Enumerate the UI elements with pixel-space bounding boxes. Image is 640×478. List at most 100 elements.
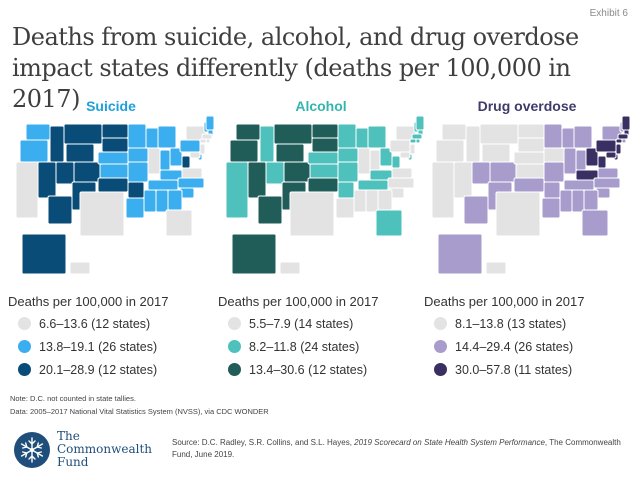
state-nc (177, 177, 205, 189)
state-ny (185, 125, 207, 141)
state-or (435, 139, 465, 163)
state-ny (601, 125, 623, 141)
state-tn (563, 179, 595, 191)
state-mo (337, 161, 359, 183)
state-al (571, 189, 585, 213)
logo-text: The Commonwealth Fund (57, 429, 153, 469)
legend-item-mid: 8.2–11.8 (24 states) (218, 335, 424, 358)
state-ks (309, 163, 339, 179)
state-ms (559, 189, 573, 213)
state-tx (79, 191, 125, 237)
state-ak (437, 233, 483, 275)
legend: Deaths per 100,000 in 2017 5.5–7.9 (14 s… (218, 292, 424, 381)
state-or (19, 139, 49, 163)
state-ks (99, 163, 129, 179)
state-ga (167, 189, 183, 211)
state-co (489, 161, 517, 183)
legend-heading: Deaths per 100,000 in 2017 (424, 294, 585, 309)
state-la (541, 197, 561, 219)
legend-item-low: 8.1–13.8 (13 states) (424, 312, 630, 335)
state-ut (471, 161, 491, 185)
state-tx (289, 191, 335, 237)
state-wa (441, 123, 467, 141)
swatch-mid (18, 340, 31, 353)
state-or (229, 139, 259, 163)
state-ms (143, 189, 157, 213)
state-co (73, 161, 101, 183)
state-mt (63, 123, 103, 145)
state-ak (21, 233, 67, 275)
state-ri (205, 138, 211, 144)
state-mt (479, 123, 519, 145)
state-ma (617, 133, 629, 140)
legend-item-high: 30.0–57.8 (11 states) (424, 358, 630, 381)
state-co (283, 161, 311, 183)
state-nv (453, 161, 473, 199)
state-nj (199, 143, 206, 155)
state-ct (409, 138, 417, 144)
state-mi (157, 125, 177, 149)
snowflake-icon (14, 431, 50, 468)
exhibit-label: Exhibit 6 (589, 8, 628, 19)
state-nd (311, 123, 339, 139)
state-wa (235, 123, 261, 141)
state-ct (199, 138, 207, 144)
state-wv (181, 155, 191, 169)
state-me (621, 116, 630, 131)
state-mt (273, 123, 313, 145)
state-ma (411, 133, 423, 140)
state-ne (513, 151, 545, 165)
legend-item-high: 20.1–28.9 (12 states) (8, 358, 214, 381)
panel-title: Alcohol (295, 98, 347, 114)
map-alcohol (225, 116, 424, 275)
state-id (259, 125, 275, 163)
state-ks (515, 163, 545, 179)
state-ok (307, 177, 339, 193)
state-wy (481, 143, 511, 163)
note-data: Data: 2005–2017 National Vital Statistic… (10, 407, 269, 416)
state-wa (25, 123, 51, 141)
state-nd (101, 123, 129, 139)
state-al (365, 189, 379, 213)
legend-item-high: 13.4–30.6 (12 states) (218, 358, 424, 381)
legend-heading: Deaths per 100,000 in 2017 (8, 294, 169, 309)
state-nc (593, 177, 621, 189)
commonwealth-fund-logo: The Commonwealth Fund (14, 430, 152, 469)
state-nj (409, 143, 416, 155)
note-dc: Note: D.C. not counted in state tallies. (10, 394, 136, 403)
state-la (125, 197, 145, 219)
state-ok (97, 177, 129, 193)
swatch-mid (228, 340, 241, 353)
state-al (155, 189, 169, 213)
state-in (369, 149, 381, 171)
swatch-low (228, 317, 241, 330)
state-wv (391, 155, 401, 169)
state-nc (387, 177, 415, 189)
state-az (47, 195, 73, 225)
state-tn (147, 179, 179, 191)
state-ia (127, 147, 149, 163)
legend-item-low: 5.5–7.9 (14 states) (218, 312, 424, 335)
state-wv (597, 155, 607, 169)
state-ca (431, 161, 455, 219)
state-ar (337, 181, 355, 199)
swatch-high (228, 363, 241, 376)
state-fl (375, 209, 403, 237)
panel-alcohol: Alcohol Deaths per 100,000 in 2017 5.5–7… (218, 96, 424, 386)
source-citation: Source: D.C. Radley, S.R. Collins, and S… (172, 438, 621, 459)
state-ut (265, 161, 285, 185)
swatch-low (434, 317, 447, 330)
state-ar (543, 181, 561, 199)
panel-title: Suicide (86, 98, 136, 114)
state-il (357, 147, 371, 175)
state-tx (495, 191, 541, 237)
state-la (335, 197, 355, 219)
state-hi (69, 261, 91, 275)
panel-title: Drug overdose (477, 98, 577, 114)
state-nj (615, 143, 622, 155)
state-va (391, 167, 413, 179)
state-il (563, 147, 577, 175)
state-pa (595, 139, 617, 153)
state-ak (231, 233, 277, 275)
state-wy (275, 143, 305, 163)
